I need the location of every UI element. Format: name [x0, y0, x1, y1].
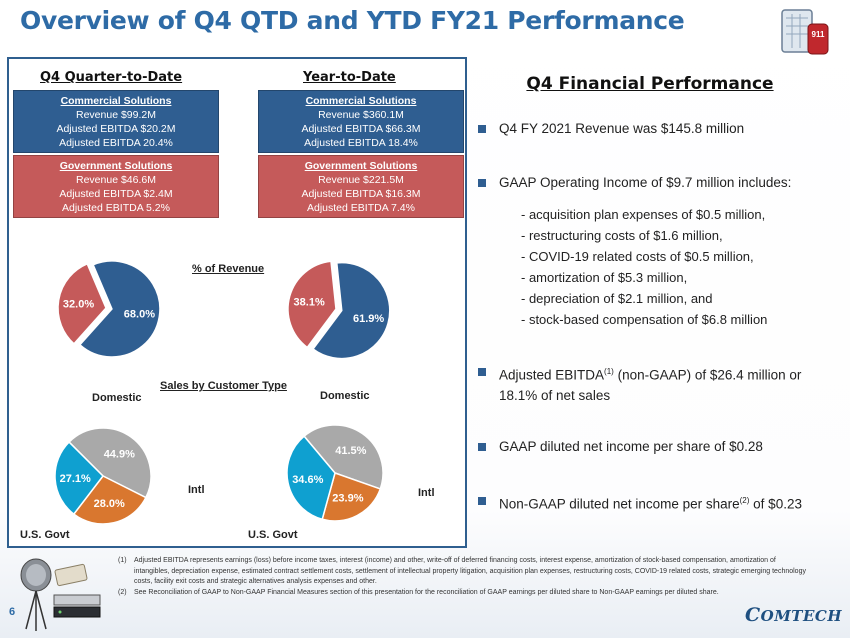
page-title: Overview of Q4 QTD and YTD FY21 Performa… [20, 6, 685, 35]
pie-slice [67, 427, 152, 499]
pie-slice-label: 34.6% [292, 474, 323, 486]
sub-item: - amortization of $5.3 million, [521, 270, 688, 285]
footnote-ref: (2) [739, 496, 750, 505]
pie-slice-label: 28.0% [94, 498, 125, 510]
bullet-text-part: Non-GAAP diluted net income per share [499, 496, 740, 512]
ytd-government-box: Government Solutions Revenue $221.5M Adj… [258, 155, 464, 218]
pie-slice [311, 261, 391, 360]
footnote-number: (2) [118, 589, 127, 596]
ytd-customer-pie: 41.5% 23.9% 34.6% [286, 424, 384, 522]
pie-slice [78, 260, 161, 358]
pie-slice [54, 440, 104, 516]
usgovt-label-ytd: U.S. Govt [248, 529, 298, 541]
footnote-number: (1) [118, 557, 127, 564]
domestic-label-qtd: Domestic [92, 392, 142, 404]
ytd-segment-pie: 61.9% 38.1% [287, 260, 391, 360]
bullet-text-part: Adjusted EBITDA [499, 367, 605, 383]
bullet-square-icon [478, 125, 486, 133]
financial-performance-title: Q4 Financial Performance [526, 74, 774, 94]
pie-slice [286, 435, 336, 521]
bullet-text: Adjusted EBITDA(1) (non-GAAP) of $26.4 m… [499, 362, 828, 406]
pie-slice-label: 41.5% [335, 445, 366, 457]
footnote-text: See Reconciliation of GAAP to Non-GAAP F… [134, 589, 719, 596]
bullet-adjusted-ebitda: Adjusted EBITDA(1) (non-GAAP) of $26.4 m… [478, 362, 828, 406]
satellite-equipment-image [20, 558, 101, 631]
bullet-gaap-operating-income: GAAP Operating Income of $9.7 million in… [478, 173, 828, 193]
footnote-1: (1) Adjusted EBITDA represents earnings … [118, 556, 808, 588]
ytd-heading: Year-to-Date [303, 70, 396, 85]
sub-item: - restructuring costs of $1.6 million, [521, 228, 723, 243]
box-title: Government Solutions [59, 160, 173, 172]
box-line: Revenue $221.5M [318, 174, 404, 186]
ytd-commercial-box: Commercial Solutions Revenue $360.1M Adj… [258, 90, 464, 153]
pie-slice-label: 44.9% [104, 448, 135, 460]
usgovt-label-qtd: U.S. Govt [20, 529, 70, 541]
sub-item: - stock-based compensation of $6.8 milli… [521, 312, 768, 327]
box-line: Adjusted EBITDA 20.4% [59, 137, 173, 149]
bullet-non-gaap-eps: Non-GAAP diluted net income per share(2)… [478, 491, 828, 515]
bullet-text: Q4 FY 2021 Revenue was $145.8 million [499, 121, 745, 136]
pie-slice [72, 475, 147, 525]
qtd-government-box: Government Solutions Revenue $46.6M Adju… [13, 155, 219, 218]
qtd-commercial-box: Commercial Solutions Revenue $99.2M Adju… [13, 90, 219, 153]
box-title: Commercial Solutions [305, 95, 417, 107]
bullet-text-part: of $0.23 [749, 496, 802, 512]
box-line: Adjusted EBITDA $20.2M [56, 123, 176, 135]
box-line: Revenue $99.2M [76, 109, 156, 121]
box-line: Adjusted EBITDA $2.4M [59, 188, 173, 200]
sub-item: - acquisition plan expenses of $0.5 mill… [521, 207, 766, 222]
domestic-label-ytd: Domestic [320, 390, 370, 402]
pie-slice-label: 32.0% [63, 298, 94, 310]
qtd-customer-pie: 44.9% 28.0% 27.1% [54, 427, 152, 525]
sub-item: - depreciation of $2.1 million, and [521, 291, 713, 306]
pie-slice-label: 61.9% [353, 313, 384, 325]
intl-label-ytd: Intl [418, 487, 435, 499]
footnote-ref: (1) [604, 367, 614, 376]
sub-item: - COVID-19 related costs of $0.5 million… [521, 249, 754, 264]
box-title: Commercial Solutions [60, 95, 172, 107]
company-logo: COMTECH [745, 604, 843, 626]
box-title: Government Solutions [304, 160, 418, 172]
box-line: Revenue $360.1M [318, 109, 404, 121]
pie-slice [321, 472, 382, 522]
footnote-text: Adjusted EBITDA represents earnings (los… [134, 557, 806, 585]
qtd-heading: Q4 Quarter-to-Date [40, 70, 183, 85]
pie-slice [303, 424, 384, 490]
qtd-segment-pie: 68.0% 32.0% [57, 260, 161, 358]
bullet-square-icon [478, 368, 486, 376]
sales-by-customer-label: Sales by Customer Type [160, 380, 287, 392]
box-line: Adjusted EBITDA 7.4% [307, 202, 415, 214]
bullet-text: GAAP Operating Income of $9.7 million in… [499, 175, 792, 190]
box-line: Revenue $46.6M [76, 174, 156, 186]
pie-slice-label: 38.1% [294, 297, 325, 309]
pie-slice-label: 68.0% [124, 309, 155, 321]
bullet-text: GAAP diluted net income per share of $0.… [499, 439, 763, 454]
box-line: Adjusted EBITDA $16.3M [301, 188, 421, 200]
box-line: Adjusted EBITDA 18.4% [304, 137, 418, 149]
pie-slice-label: 23.9% [332, 493, 363, 505]
bullet-square-icon [478, 179, 486, 187]
box-line: Adjusted EBITDA 5.2% [62, 202, 170, 214]
pct-revenue-label: % of Revenue [192, 263, 265, 275]
footnote-2: (2) See Reconciliation of GAAP to Non-GA… [118, 588, 808, 599]
icon-911-text: 911 [812, 30, 825, 39]
bullet-square-icon [478, 443, 486, 451]
bullet-text: Non-GAAP diluted net income per share(2)… [499, 491, 828, 515]
box-line: Adjusted EBITDA $66.3M [301, 123, 421, 135]
pie-slice [287, 260, 337, 349]
page-number: 6 [9, 606, 16, 618]
pie-slice-label: 27.1% [60, 473, 91, 485]
emergency-map-icon: 911 [781, 9, 829, 55]
pie-slice [57, 262, 107, 345]
bullet-square-icon [478, 497, 486, 505]
intl-label-qtd: Intl [188, 484, 205, 496]
bullet-text-part: (non-GAAP) of $26.4 million or 18.1% of … [499, 367, 802, 403]
bullet-gaap-eps: GAAP diluted net income per share of $0.… [478, 437, 828, 457]
bullet-revenue: Q4 FY 2021 Revenue was $145.8 million [478, 119, 828, 139]
